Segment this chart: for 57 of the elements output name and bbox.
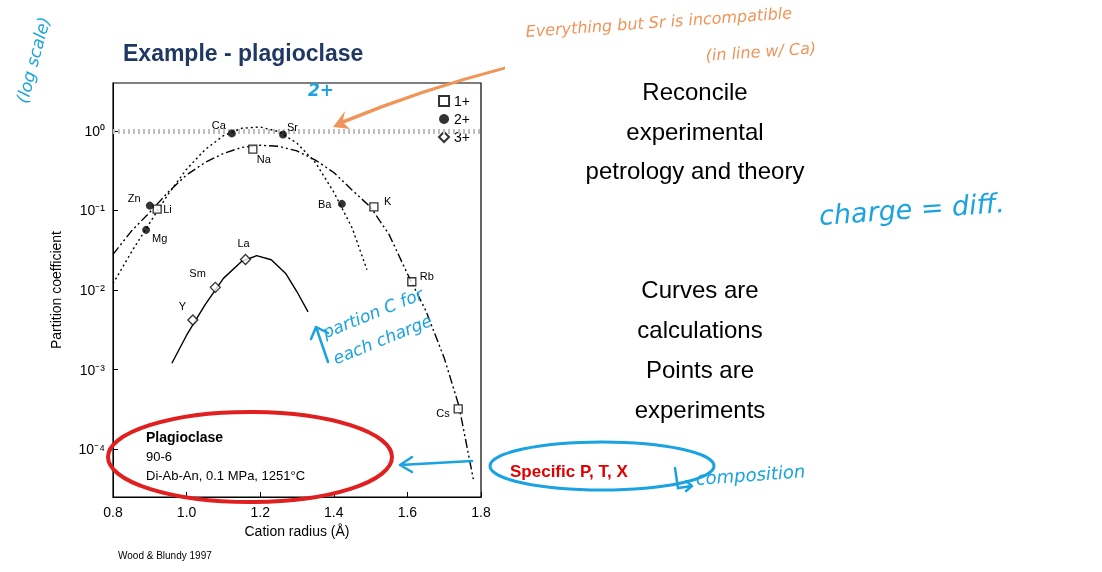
x-tick-label: 1.2 — [250, 504, 271, 520]
annotation: Ca — [211, 119, 227, 132]
chart-title: Example - plagioclase — [123, 39, 364, 66]
annotation: Rb — [419, 269, 434, 282]
point — [145, 201, 154, 210]
annotation: K — [383, 194, 392, 207]
annotation: Ba — [317, 197, 333, 210]
text: (log scale) — [12, 14, 55, 106]
point — [152, 204, 162, 214]
text: charge = diff. — [818, 187, 1006, 233]
annotation: Sm — [189, 267, 206, 280]
annotation: 2+ — [308, 80, 335, 101]
annotation: Sr — [287, 120, 299, 133]
text: Points are experiments — [633, 355, 767, 425]
x-tick-label: 1.6 — [397, 504, 418, 520]
y-tick-label: 10⁻² — [79, 282, 106, 298]
y-axis-title: Partition coefficient — [48, 230, 64, 350]
x-tick-label: 0.8 — [103, 504, 123, 520]
x-tick-label: 1.4 — [324, 504, 344, 520]
text: Everything but Sr is incompatible — [525, 3, 793, 41]
point — [337, 199, 346, 208]
text: Reconcile experimental petrology and theory — [585, 77, 805, 187]
y-tick-label: 10⁻¹ — [79, 202, 106, 219]
annotation: Plagioclase — [146, 429, 224, 446]
annotation: Cs — [436, 406, 451, 419]
x-tick-label: 1.8 — [471, 504, 491, 520]
legend-label: 2+ — [454, 111, 471, 127]
annotation: Y — [178, 299, 187, 312]
x-tick-label: 1.0 — [176, 504, 197, 520]
y-tick-label: 10⁻³ — [79, 361, 106, 378]
annotation: Zn — [127, 191, 141, 204]
y-tick-label: 10⁰ — [84, 122, 105, 139]
point — [248, 144, 258, 154]
point — [239, 253, 252, 266]
point — [407, 277, 417, 287]
text: Curves are calculations — [636, 275, 764, 345]
legend-label: 1+ — [454, 93, 471, 109]
annotation: 90-6 — [146, 449, 173, 465]
y-tick-label: 10⁻⁴ — [78, 441, 105, 458]
x-axis-title: Cation radius (Å) — [244, 522, 350, 539]
point — [142, 225, 151, 234]
point — [209, 281, 221, 293]
text: Specific P, T, X — [510, 462, 628, 483]
annotation: Di-Ab-An, 0.1 MPa, 1251°C — [146, 468, 306, 484]
point — [187, 314, 199, 326]
text: composition — [695, 460, 806, 490]
point — [227, 129, 236, 138]
annotation: Mg — [152, 231, 168, 244]
text: Wood & Blundy 1997 — [118, 550, 212, 562]
point — [279, 130, 288, 139]
annotation: Li — [163, 203, 172, 216]
text: (in line w/ Ca) — [705, 38, 817, 66]
annotation: Na — [256, 153, 272, 166]
line-series — [171, 254, 309, 364]
annotation: La — [237, 237, 251, 250]
point — [369, 202, 379, 212]
point — [453, 404, 463, 414]
